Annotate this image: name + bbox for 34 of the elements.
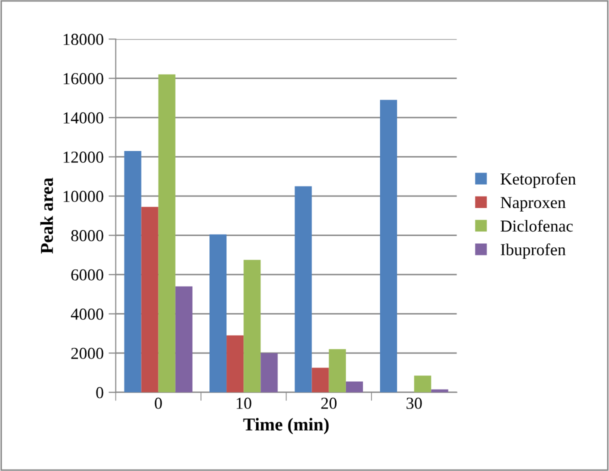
bar [380, 100, 398, 392]
y-tick-label: 18000 [64, 34, 104, 46]
y-tick-label: 2000 [71, 348, 104, 360]
bar [158, 74, 176, 392]
bar [294, 186, 312, 392]
x-tick-label: 0 [154, 398, 162, 409]
y-tick-label: 6000 [71, 269, 104, 281]
bar [312, 368, 329, 392]
y-axis-title: Peak area [40, 178, 54, 254]
x-tick-label: 10 [236, 398, 252, 409]
bar [209, 234, 227, 392]
y-tick-label: 4000 [70, 308, 104, 320]
y-tick-label: 16000 [64, 73, 104, 84]
legend-label: Ketoprofen [500, 172, 576, 188]
bar [244, 260, 261, 392]
bar [346, 382, 363, 392]
bar [124, 150, 142, 392]
bar [175, 286, 192, 392]
bar [226, 335, 244, 392]
legend-label: Diclofenac [500, 220, 573, 232]
legend-label: Naproxen [500, 197, 566, 212]
bar [141, 206, 158, 392]
x-tick-label: 30 [406, 398, 422, 409]
y-tick-label: 8000 [71, 230, 104, 242]
x-tick-label: 20 [321, 398, 337, 409]
y-tick-label: 12000 [64, 152, 104, 163]
bar [328, 349, 346, 392]
y-tick-label: 14000 [64, 112, 104, 124]
y-tick-label: 0 [96, 387, 104, 398]
y-tick-label: 10000 [64, 190, 104, 202]
x-axis-title: Time (min) [243, 418, 329, 434]
bar [260, 353, 278, 392]
bar [414, 376, 432, 392]
legend-label: Ibuprofen [500, 243, 566, 259]
